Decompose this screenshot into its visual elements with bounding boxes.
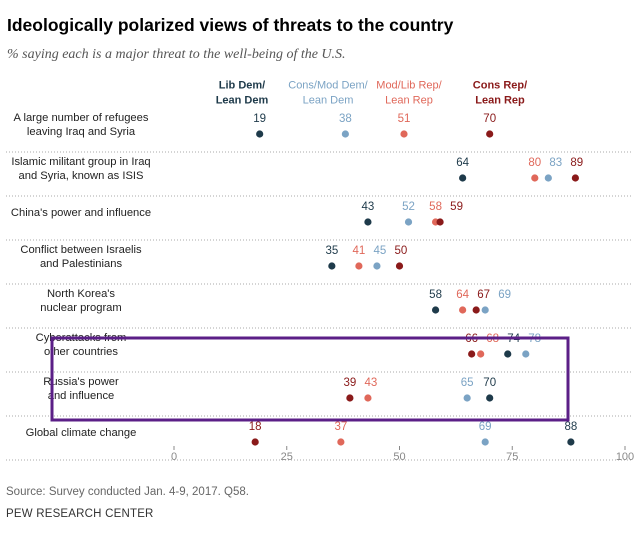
data-point xyxy=(463,394,471,402)
data-point xyxy=(364,394,372,402)
x-tick-label: 100 xyxy=(616,451,634,463)
data-point xyxy=(472,306,480,314)
data-label: 41 xyxy=(353,245,366,257)
data-point xyxy=(431,306,440,314)
chart-subtitle: % saying each is a major threat to the w… xyxy=(7,47,346,62)
data-point xyxy=(341,130,349,138)
data-point xyxy=(373,262,381,270)
data-point xyxy=(531,174,539,182)
organization-name: PEW RESEARCH CENTER xyxy=(6,508,154,520)
data-label: 51 xyxy=(398,113,411,125)
data-label: 89 xyxy=(570,157,583,169)
data-label: 43 xyxy=(362,201,375,213)
data-point xyxy=(400,130,408,138)
data-point xyxy=(337,438,345,446)
data-point xyxy=(436,218,444,226)
data-point xyxy=(486,130,494,138)
category-label: North Korea's nuclear program xyxy=(40,288,121,314)
legend-label-1: Cons/Mod Dem/Lean Dem xyxy=(288,80,368,107)
data-label: 80 xyxy=(528,157,541,169)
data-label: 64 xyxy=(456,289,469,301)
source-note: Source: Survey conducted Jan. 4-9, 2017.… xyxy=(6,486,249,498)
data-label: 70 xyxy=(483,113,496,125)
data-label: 37 xyxy=(334,421,347,433)
data-label: 50 xyxy=(395,245,408,257)
x-tick-label: 75 xyxy=(506,451,518,463)
data-label: 67 xyxy=(477,289,490,301)
data-label: 45 xyxy=(374,245,387,257)
category-label: China's power and influence xyxy=(11,207,151,219)
data-point xyxy=(567,438,575,446)
data-point xyxy=(328,262,336,270)
data-point xyxy=(395,262,404,270)
data-label: 52 xyxy=(402,201,415,213)
data-label: 38 xyxy=(339,113,352,125)
data-label: 69 xyxy=(479,421,492,433)
data-point xyxy=(544,174,552,182)
data-label: 88 xyxy=(564,421,577,433)
data-label: 19 xyxy=(253,113,266,125)
data-label: 35 xyxy=(325,245,338,257)
data-label: 58 xyxy=(429,201,442,213)
data-label: 58 xyxy=(429,289,442,301)
legend-label-2: Mod/Lib Rep/Lean Rep xyxy=(376,80,442,107)
data-point xyxy=(355,262,363,270)
data-label: 59 xyxy=(450,201,463,213)
category-label: Cyberattacks from other countries xyxy=(36,332,127,358)
category-label: Russia's power and influence xyxy=(43,376,119,402)
legend-label-3: Cons Rep/Lean Rep xyxy=(473,80,527,107)
data-point xyxy=(459,306,467,314)
data-point xyxy=(522,350,530,358)
data-point xyxy=(481,438,489,446)
x-tick-label: 0 xyxy=(171,451,177,463)
data-point xyxy=(486,394,494,402)
x-tick-label: 50 xyxy=(393,451,405,463)
data-point xyxy=(481,306,489,314)
data-label: 83 xyxy=(549,157,562,169)
data-point xyxy=(346,394,354,402)
chart-title: Ideologically polarized views of threats… xyxy=(7,15,454,35)
data-label: 64 xyxy=(456,157,469,169)
dot-plot: Lib Dem/Lean Dem Cons/Mod Dem/Lean Dem Mod… xyxy=(6,80,634,463)
x-tick-label: 25 xyxy=(281,451,293,463)
data-point xyxy=(571,174,579,182)
data-point xyxy=(459,174,467,182)
data-point xyxy=(256,130,264,138)
data-label: 43 xyxy=(364,377,377,389)
data-point xyxy=(404,218,413,226)
category-label: A large number of refugees leaving Iraq a… xyxy=(14,112,149,138)
data-label: 69 xyxy=(498,289,511,301)
data-point xyxy=(468,350,476,358)
highlight-box xyxy=(50,336,570,422)
legend-label-0: Lib Dem/Lean Dem xyxy=(216,80,269,107)
data-point xyxy=(504,350,512,358)
data-label: 39 xyxy=(343,377,356,389)
category-label: Conflict between Israelis and Palestinian… xyxy=(20,244,142,270)
data-label: 65 xyxy=(461,377,474,389)
data-point xyxy=(251,438,259,446)
data-point xyxy=(477,350,485,358)
data-point xyxy=(364,218,372,226)
category-label: Global climate change xyxy=(26,427,137,439)
category-label: Islamic militant group in Iraq and Syria,… xyxy=(11,156,150,182)
data-label: 70 xyxy=(483,377,496,389)
data-label: 18 xyxy=(249,421,262,433)
